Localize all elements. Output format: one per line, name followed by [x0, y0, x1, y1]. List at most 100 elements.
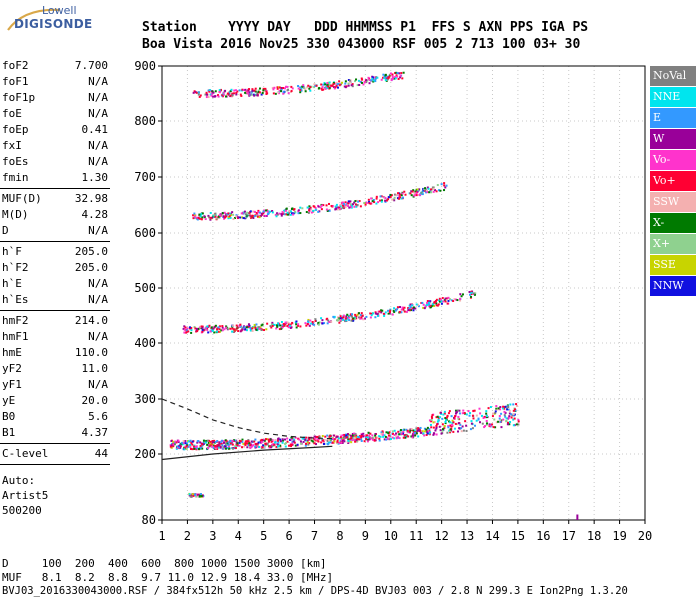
echo-point: [422, 306, 425, 309]
echo-point: [435, 298, 438, 301]
echo-point: [304, 438, 307, 441]
echo-point: [339, 208, 342, 211]
echo-point: [376, 436, 379, 439]
echo-point: [351, 432, 354, 435]
echo-point: [452, 421, 455, 424]
echo-point: [338, 321, 341, 324]
echo-point: [347, 79, 350, 82]
echo-point: [283, 209, 286, 212]
echo-point: [424, 187, 427, 190]
echo-point: [342, 204, 345, 207]
echo-point: [297, 323, 300, 326]
echo-point: [379, 435, 382, 438]
echo-point: [493, 418, 496, 421]
param-row: fxI N/A: [0, 138, 112, 154]
echo-point: [253, 210, 256, 213]
echo-point: [173, 443, 176, 446]
echo-point: [201, 443, 204, 446]
echo-point: [394, 309, 397, 312]
echo-point: [459, 423, 462, 426]
echo-point: [416, 430, 419, 433]
echo-point: [426, 300, 429, 303]
echo-point: [229, 94, 232, 97]
echo-point: [287, 92, 290, 95]
echo-point: [475, 414, 478, 417]
echo-point: [375, 202, 378, 205]
echo-point: [275, 327, 278, 330]
echo-point: [456, 299, 459, 302]
echo-point: [184, 440, 187, 443]
echo-point: [499, 420, 502, 423]
echo-point: [333, 440, 336, 443]
echo-point: [277, 91, 280, 94]
echo-point: [258, 211, 261, 214]
echo-point: [256, 215, 259, 218]
echo-point: [435, 302, 438, 305]
echo-point: [339, 203, 342, 206]
echo-point: [220, 213, 223, 216]
echo-point: [292, 440, 295, 443]
echo-point: [265, 442, 268, 445]
echo-point: [301, 207, 304, 210]
echo-point: [333, 438, 336, 441]
echo-point: [231, 211, 234, 214]
echo-point: [259, 327, 262, 330]
echo-point: [370, 437, 373, 440]
echo-point: [205, 91, 208, 94]
echo-point: [238, 89, 241, 92]
echo-point: [330, 320, 333, 323]
echo-point: [269, 325, 272, 328]
echo-point: [277, 322, 280, 325]
echo-point: [261, 92, 264, 95]
echo-point: [431, 414, 434, 417]
echo-point: [478, 407, 481, 410]
echo-point: [270, 438, 273, 441]
echo-point: [208, 324, 211, 327]
echo-point: [260, 212, 263, 215]
echo-point: [393, 310, 396, 313]
echo-point: [355, 315, 358, 318]
echo-point: [267, 212, 270, 215]
echo-point: [403, 434, 406, 437]
echo-point: [321, 88, 324, 91]
echo-point: [286, 89, 289, 92]
echo-point: [344, 82, 347, 85]
echo-point: [231, 330, 234, 333]
divider: [0, 310, 110, 311]
echo-point: [235, 93, 238, 96]
echo-point: [299, 325, 302, 328]
echo-point: [206, 443, 209, 446]
echo-point: [204, 218, 207, 221]
echo-point: [418, 188, 421, 191]
echo-point: [316, 438, 319, 441]
echo-point: [305, 442, 308, 445]
echo-point: [307, 211, 310, 214]
echo-point: [276, 212, 279, 215]
echo-point: [197, 93, 200, 96]
echo-point: [367, 198, 370, 201]
echo-point: [425, 433, 428, 436]
echo-point: [256, 94, 259, 97]
echo-point: [371, 438, 374, 441]
echo-point: [349, 313, 352, 316]
echo-point: [512, 418, 515, 421]
echo-point: [310, 85, 313, 88]
echo-point: [234, 445, 237, 448]
echo-point: [318, 87, 321, 90]
echo-point: [357, 312, 360, 315]
echo-point: [354, 203, 357, 206]
echo-point: [248, 88, 251, 91]
echo-point: [468, 290, 471, 293]
echo-point: [414, 434, 417, 437]
echo-point: [443, 184, 446, 187]
echo-point: [435, 304, 438, 307]
echo-point: [256, 93, 259, 96]
echo-point: [187, 445, 190, 448]
echo-point: [368, 438, 371, 441]
echo-point: [410, 194, 413, 197]
echo-point: [354, 313, 357, 316]
echo-point: [206, 325, 209, 328]
echo-point: [502, 418, 505, 421]
echo-point: [435, 426, 438, 429]
echo-point: [216, 330, 219, 333]
